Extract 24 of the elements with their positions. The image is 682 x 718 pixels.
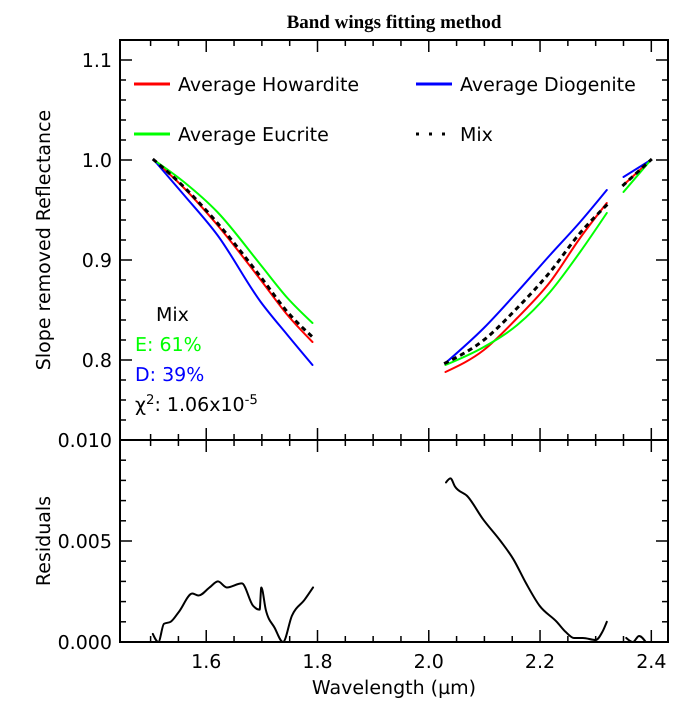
annotation: E: 61% (135, 334, 202, 356)
x-tick-label: 1.6 (191, 651, 222, 673)
legend-label: Mix (460, 124, 493, 146)
y-tick-label: 0.000 (58, 632, 112, 654)
legend-label: Average Eucrite (178, 124, 329, 146)
y-tick-label: 0.005 (58, 531, 112, 553)
annotation: Mix (156, 304, 189, 326)
y-axis-title: Slope removed Reflectance (33, 110, 55, 370)
x-tick-label: 1.8 (302, 651, 333, 673)
x-tick-label: 2.4 (636, 651, 666, 673)
x-tick-label: 2.0 (414, 651, 444, 673)
legend-label: Average Howardite (178, 74, 360, 96)
y-tick-label: 0.8 (82, 350, 112, 372)
y-tick-label: 1.1 (82, 50, 112, 72)
y-tick-label: 0.010 (58, 430, 112, 452)
y-tick-label: 1.0 (82, 150, 112, 172)
y-tick-label: 0.9 (82, 250, 112, 272)
legend-label: Average Diogenite (460, 74, 636, 96)
chart-title: Band wings fitting method (286, 12, 502, 33)
y-axis-title: Residuals (33, 496, 55, 586)
annotation: χ$^{2}$: 1.06x10$^{-5}$ (135, 392, 258, 416)
x-tick-label: 2.2 (524, 651, 556, 673)
annotation: D: 39% (135, 364, 204, 386)
x-axis-title: Wavelength (μm) (312, 677, 476, 699)
